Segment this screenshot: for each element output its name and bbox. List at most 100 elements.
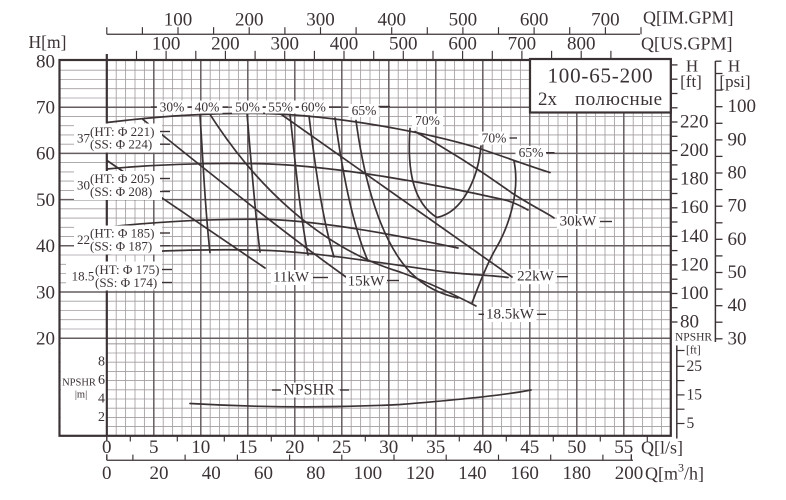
svg-text:30: 30 — [379, 437, 398, 458]
svg-text:55%: 55% — [268, 100, 293, 115]
svg-text:40: 40 — [36, 236, 55, 257]
svg-text:22kW: 22kW — [517, 269, 555, 285]
svg-text:500: 500 — [389, 34, 418, 55]
svg-text:10: 10 — [191, 437, 210, 458]
svg-text:70: 70 — [728, 196, 747, 217]
svg-text:Q[US.GPM]: Q[US.GPM] — [641, 34, 733, 54]
svg-text:15: 15 — [238, 437, 257, 458]
svg-text:30: 30 — [77, 178, 90, 193]
svg-text:220: 220 — [680, 112, 709, 133]
svg-text:(HT: Φ 185): (HT: Φ 185) — [90, 226, 154, 241]
svg-text:180: 180 — [563, 463, 592, 484]
svg-text:100: 100 — [728, 96, 757, 117]
svg-text:(SS: Φ 224): (SS: Φ 224) — [90, 137, 152, 152]
svg-text:Q[IM.GPM]: Q[IM.GPM] — [643, 8, 734, 28]
svg-text:60: 60 — [254, 463, 273, 484]
svg-text:160: 160 — [510, 463, 539, 484]
svg-text:300: 300 — [270, 34, 299, 55]
svg-text:60: 60 — [36, 144, 55, 165]
svg-text:40: 40 — [202, 463, 221, 484]
svg-text:25: 25 — [687, 358, 703, 375]
svg-text:500: 500 — [449, 10, 478, 31]
svg-text:200: 200 — [680, 140, 709, 161]
svg-text:30: 30 — [36, 282, 55, 303]
svg-text:35: 35 — [426, 437, 445, 458]
svg-text:45: 45 — [520, 437, 539, 458]
svg-text:20: 20 — [36, 329, 55, 350]
svg-text:700: 700 — [508, 34, 537, 55]
svg-text:8: 8 — [98, 355, 105, 370]
svg-text:50: 50 — [36, 190, 55, 211]
svg-text:20: 20 — [150, 463, 169, 484]
svg-text:(HT: Φ 175): (HT: Φ 175) — [95, 262, 159, 277]
svg-text:90: 90 — [728, 129, 747, 150]
svg-text:(HT: Φ 205): (HT: Φ 205) — [90, 171, 154, 186]
svg-text:400: 400 — [330, 34, 359, 55]
svg-text:60: 60 — [728, 229, 747, 250]
svg-text:100: 100 — [152, 34, 181, 55]
svg-text:65%: 65% — [519, 145, 544, 160]
svg-text:15: 15 — [687, 386, 703, 403]
svg-text:100: 100 — [354, 463, 383, 484]
svg-text:200: 200 — [211, 34, 240, 55]
svg-text:Q[l/s]: Q[l/s] — [641, 438, 683, 458]
svg-text:160: 160 — [680, 197, 709, 218]
svg-text:(SS: Φ 174): (SS: Φ 174) — [95, 275, 157, 290]
svg-text:800: 800 — [567, 34, 596, 55]
svg-text:4: 4 — [98, 392, 105, 407]
svg-text:40%: 40% — [195, 100, 220, 115]
svg-text:5: 5 — [687, 415, 695, 432]
svg-text:140: 140 — [680, 226, 709, 247]
svg-text:5: 5 — [149, 437, 159, 458]
svg-text:(SS: Φ 187): (SS: Φ 187) — [90, 238, 152, 253]
svg-text:140: 140 — [458, 463, 487, 484]
svg-text:70: 70 — [36, 98, 55, 119]
svg-text:65%: 65% — [352, 103, 377, 118]
svg-text:2х: 2х — [538, 89, 558, 110]
svg-text:180: 180 — [680, 169, 709, 190]
svg-text:18.5kW: 18.5kW — [486, 307, 535, 323]
svg-text:80: 80 — [680, 312, 699, 333]
svg-text:120: 120 — [680, 254, 709, 275]
svg-text:600: 600 — [520, 10, 549, 31]
svg-text:18.5: 18.5 — [72, 269, 95, 284]
svg-text:[psi]: [psi] — [719, 72, 750, 91]
svg-text:50%: 50% — [235, 100, 260, 115]
svg-text:25: 25 — [332, 437, 351, 458]
svg-text:50: 50 — [728, 262, 747, 283]
svg-text:55: 55 — [614, 437, 633, 458]
svg-text:(HT: Φ 221): (HT: Φ 221) — [90, 124, 154, 139]
svg-text:300: 300 — [306, 10, 335, 31]
svg-text:15kW: 15kW — [348, 274, 386, 290]
svg-text:400: 400 — [377, 10, 406, 31]
svg-text:40: 40 — [473, 437, 492, 458]
svg-text:200: 200 — [615, 463, 644, 484]
svg-text:Q[m3/h]: Q[m3/h] — [645, 461, 704, 484]
svg-text:30: 30 — [728, 328, 747, 349]
svg-text:0: 0 — [102, 463, 112, 484]
svg-text:100: 100 — [164, 10, 193, 31]
svg-text:80: 80 — [728, 163, 747, 184]
svg-text:11kW: 11kW — [273, 270, 310, 286]
svg-text:30%: 30% — [160, 100, 185, 115]
svg-text:H: H — [686, 57, 698, 76]
svg-text:NPSHR: NPSHR — [675, 332, 712, 344]
svg-text:H[m]: H[m] — [29, 32, 67, 52]
svg-text:700: 700 — [591, 10, 620, 31]
svg-text:20: 20 — [285, 437, 304, 458]
svg-text:2: 2 — [98, 410, 105, 425]
svg-text:600: 600 — [448, 34, 477, 55]
svg-text:|m|: |m| — [75, 390, 87, 401]
svg-text:0: 0 — [102, 437, 112, 458]
svg-text:(SS: Φ 208): (SS: Φ 208) — [90, 184, 152, 199]
svg-text:70%: 70% — [482, 131, 507, 146]
svg-text:70%: 70% — [415, 113, 440, 128]
svg-text:60%: 60% — [301, 100, 326, 115]
svg-text:200: 200 — [235, 10, 264, 31]
svg-text:22: 22 — [77, 232, 90, 247]
svg-text:80: 80 — [36, 51, 55, 72]
svg-text:50: 50 — [567, 437, 586, 458]
svg-text:100: 100 — [680, 283, 709, 304]
svg-text:NPSHR: NPSHR — [283, 382, 335, 399]
svg-text:120: 120 — [406, 463, 435, 484]
